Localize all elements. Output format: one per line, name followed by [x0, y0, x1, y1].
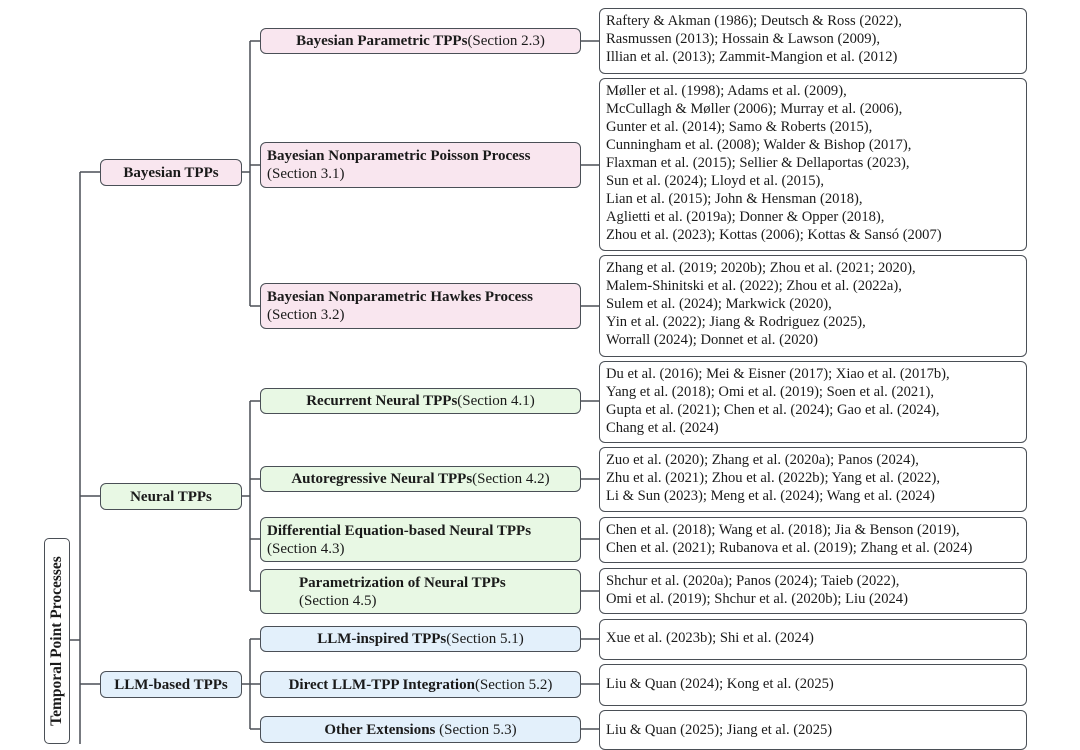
root-node: Temporal Point Processes [44, 538, 70, 744]
category-label: Neural TPPs [130, 488, 212, 505]
method-bayesian-nonparametric-hawkes: Bayesian Nonparametric Hawkes Process (Se… [260, 283, 581, 329]
reference-line: Gunter et al. (2014); Samo & Roberts (20… [606, 119, 873, 135]
method-section: (Section 4.3) [267, 540, 345, 557]
method-differential-equation-neural: Differential Equation-based Neural TPPs(… [260, 517, 581, 562]
method-section: (Section 5.2) [474, 676, 553, 693]
method-autoregressive-neural: Autoregressive Neural TPPs(Section 4.2) [260, 466, 581, 492]
method-title: Direct LLM-TPP Integration [288, 676, 475, 693]
category-label: Bayesian TPPs [123, 164, 219, 181]
references-box: Chen et al. (2018); Wang et al. (2018); … [599, 517, 1027, 563]
method-title: Bayesian Parametric TPPs [296, 33, 468, 49]
reference-line: Chen et al. (2018); Wang et al. (2018); … [606, 522, 960, 538]
reference-line: Illian et al. (2013); Zammit-Mangion et … [606, 49, 898, 65]
reference-line: Raftery & Akman (1986); Deutsch & Ross (… [606, 13, 902, 29]
references-box: Møller et al. (1998); Adams et al. (2009… [599, 78, 1027, 251]
method-section: (Section 4.1) [457, 393, 535, 409]
reference-line: Zhou et al. (2023); Kottas (2006); Kotta… [606, 227, 942, 243]
category-label: LLM-based TPPs [114, 676, 228, 693]
method-other-extensions: Other Extensions (Section 5.3) [260, 716, 581, 743]
reference-line: Rasmussen (2013); Hossain & Lawson (2009… [606, 31, 881, 47]
method-section: (Section 3.2) [267, 307, 345, 323]
category-llm-based-tpps: LLM-based TPPs [100, 671, 242, 698]
reference-line: Yin et al. (2022); Jiang & Rodriguez (20… [606, 314, 866, 330]
method-llm-inspired: LLM-inspired TPPs(Section 5.1) [260, 626, 581, 652]
reference-line: Sun et al. (2024); Lloyd et al. (2015), [606, 173, 825, 189]
reference-line: Zhu et al. (2021); Zhou et al. (2022b); … [606, 470, 940, 486]
method-section: (Section 2.3) [467, 33, 545, 49]
method-parametrization-neural: Parametrization of Neural TPPs (Section 4… [260, 569, 581, 614]
references-box: Liu & Quan (2024); Kong et al. (2025) [599, 664, 1027, 706]
reference-line: Sulem et al. (2024); Markwick (2020), [606, 296, 832, 312]
method-title: Recurrent Neural TPPs [306, 393, 458, 409]
reference-line: Cunningham et al. (2008); Walder & Bisho… [606, 137, 912, 153]
method-direct-llm-tpp: Direct LLM-TPP Integration(Section 5.2) [260, 671, 581, 698]
reference-line: Malem-Shinitski et al. (2022); Zhou et a… [606, 278, 902, 294]
method-bayesian-parametric: Bayesian Parametric TPPs(Section 2.3) [260, 28, 581, 54]
reference-line: Xue et al. (2023b); Shi et al. (2024) [606, 630, 814, 646]
reference-line: Zuo et al. (2020); Zhang et al. (2020a);… [606, 452, 919, 468]
references-box: Raftery & Akman (1986); Deutsch & Ross (… [599, 8, 1027, 74]
references-box: Xue et al. (2023b); Shi et al. (2024) [599, 619, 1027, 660]
reference-line: Gupta et al. (2021); Chen et al. (2024);… [606, 402, 940, 418]
reference-line: McCullagh & Møller (2006); Murray et al.… [606, 101, 903, 117]
reference-line: Yang et al. (2018); Omi et al. (2019); S… [606, 384, 935, 400]
reference-line: Lian et al. (2015); John & Hensman (2018… [606, 191, 863, 207]
method-section: (Section 3.1) [267, 166, 345, 182]
reference-line: Shchur et al. (2020a); Panos (2024); Tai… [606, 573, 900, 589]
reference-line: Liu & Quan (2025); Jiang et al. (2025) [606, 722, 833, 738]
reference-line: Du et al. (2016); Mei & Eisner (2017); X… [606, 366, 950, 382]
method-title: LLM-inspired TPPs [317, 631, 447, 647]
method-title: Other Extensions [324, 721, 436, 738]
method-title: Parametrization of Neural TPPs [299, 574, 506, 591]
method-section: (Section 4.5) [299, 592, 377, 609]
method-title: Bayesian Nonparametric Poisson Process [267, 148, 531, 164]
reference-line: Møller et al. (1998); Adams et al. (2009… [606, 83, 847, 99]
reference-line: Chang et al. (2024) [606, 420, 719, 436]
root-label: Temporal Point Processes [48, 556, 65, 726]
references-box: Shchur et al. (2020a); Panos (2024); Tai… [599, 568, 1027, 614]
method-title: Bayesian Nonparametric Hawkes Process [267, 289, 533, 305]
method-bayesian-nonparametric-poisson: Bayesian Nonparametric Poisson Process (S… [260, 142, 581, 188]
reference-line: Flaxman et al. (2015); Sellier & Dellapo… [606, 155, 910, 171]
reference-line: Liu & Quan (2024); Kong et al. (2025) [606, 676, 834, 692]
method-section: (Section 5.1) [446, 631, 524, 647]
reference-line: Omi et al. (2019); Shchur et al. (2020b)… [606, 591, 908, 607]
category-neural-tpps: Neural TPPs [100, 483, 242, 510]
reference-line: Zhang et al. (2019; 2020b); Zhou et al. … [606, 260, 916, 276]
reference-line: Li & Sun (2023); Meng et al. (2024); Wan… [606, 488, 935, 504]
method-section: (Section 5.3) [435, 721, 517, 738]
references-box: Liu & Quan (2025); Jiang et al. (2025) [599, 710, 1027, 750]
method-title: Autoregressive Neural TPPs [291, 471, 473, 487]
reference-line: Aglietti et al. (2019a); Donner & Opper … [606, 209, 885, 225]
references-box: Zuo et al. (2020); Zhang et al. (2020a);… [599, 447, 1027, 512]
category-bayesian-tpps: Bayesian TPPs [100, 159, 242, 186]
references-box: Du et al. (2016); Mei & Eisner (2017); X… [599, 361, 1027, 443]
references-box: Zhang et al. (2019; 2020b); Zhou et al. … [599, 255, 1027, 357]
method-recurrent-neural: Recurrent Neural TPPs(Section 4.1) [260, 388, 581, 414]
method-title: Differential Equation-based Neural TPPs [267, 522, 532, 539]
reference-line: Chen et al. (2021); Rubanova et al. (201… [606, 540, 973, 556]
method-section: (Section 4.2) [472, 471, 550, 487]
reference-line: Worrall (2024); Donnet et al. (2020) [606, 332, 818, 348]
